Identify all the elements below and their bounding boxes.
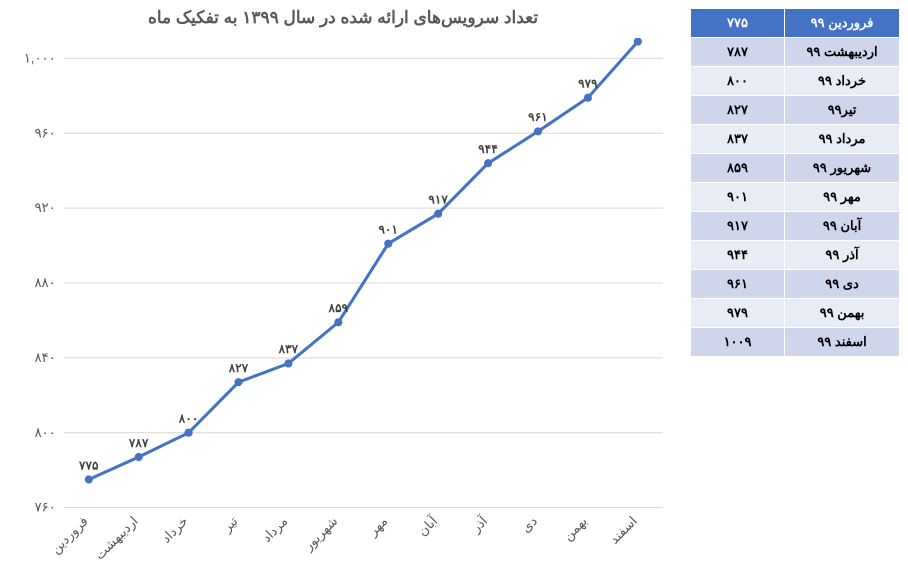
table-row: اسفند ۹۹۱۰۰۹ [691, 328, 900, 357]
x-tick-label: آبان [414, 512, 441, 539]
chart-title: تعداد سرویس‌های ارائه شده در سال ۱۳۹۹ به… [8, 8, 678, 28]
month-cell: اسفند ۹۹ [785, 328, 900, 357]
y-tick-label: ۸۸۰ [34, 275, 55, 290]
month-cell: خرداد ۹۹ [785, 67, 900, 96]
chart-marker [234, 378, 242, 386]
x-tick-label: آذر [467, 512, 492, 537]
data-label: ۹۰۱ [378, 222, 398, 236]
value-cell: ۹۱۷ [691, 212, 785, 241]
table-row: تیر۹۹۸۲۷ [691, 96, 900, 125]
y-tick-label: ۸۴۰ [34, 350, 55, 365]
x-tick-label: خرداد [158, 513, 191, 546]
data-label: ۹۴۴ [478, 142, 498, 156]
x-tick-label: شهریور [300, 513, 341, 554]
month-cell: مهر ۹۹ [785, 183, 900, 212]
value-cell: ۹۰۱ [691, 183, 785, 212]
chart-marker [584, 94, 592, 102]
data-label: ۷۸۷ [128, 436, 149, 450]
data-label: ۹۱۷ [428, 193, 448, 207]
table-row: فروردین ۹۹۷۷۵ [691, 9, 900, 38]
x-tick-label: مرداد [259, 513, 291, 545]
month-cell: آذر ۹۹ [785, 241, 900, 270]
data-table-container: فروردین ۹۹۷۷۵اردیبهشت ۹۹۷۸۷خرداد ۹۹۸۰۰تی… [690, 8, 900, 579]
chart-marker [85, 475, 93, 483]
value-cell: ۷۷۵ [691, 9, 785, 38]
x-tick-label: بهمن [560, 513, 591, 544]
value-cell: ۱۰۰۹ [691, 328, 785, 357]
month-cell: مرداد ۹۹ [785, 125, 900, 154]
y-tick-label: ۷۶۰ [34, 500, 55, 515]
value-cell: ۷۸۷ [691, 38, 785, 67]
chart-marker [534, 127, 542, 135]
table-row: شهریور ۹۹۸۵۹ [691, 154, 900, 183]
table-row: مهر ۹۹۹۰۱ [691, 183, 900, 212]
chart-line [89, 42, 638, 480]
data-label: ۸۲۷ [228, 361, 249, 375]
value-cell: ۸۳۷ [691, 125, 785, 154]
data-label: ۷۷۵ [78, 458, 99, 472]
table-row: اردیبهشت ۹۹۷۸۷ [691, 38, 900, 67]
month-cell: دی ۹۹ [785, 270, 900, 299]
chart-marker [484, 159, 492, 167]
y-tick-label: ۸۰۰ [34, 425, 55, 440]
data-label: ۹۶۱ [528, 110, 548, 124]
chart-marker [284, 359, 292, 367]
table-row: آبان ۹۹۹۱۷ [691, 212, 900, 241]
value-cell: ۸۰۰ [691, 67, 785, 96]
chart-marker [384, 240, 392, 248]
value-cell: ۸۵۹ [691, 154, 785, 183]
chart-marker [334, 318, 342, 326]
data-label: ۸۵۹ [328, 301, 349, 315]
month-cell: اردیبهشت ۹۹ [785, 38, 900, 67]
x-tick-label: اردیبهشت [92, 513, 142, 563]
data-label: ۸۰۰ [178, 411, 199, 425]
data-table: فروردین ۹۹۷۷۵اردیبهشت ۹۹۷۸۷خرداد ۹۹۸۰۰تی… [690, 8, 900, 357]
value-cell: ۹۷۹ [691, 299, 785, 328]
table-row: خرداد ۹۹۸۰۰ [691, 67, 900, 96]
y-tick-label: ۹۲۰ [34, 200, 55, 215]
month-cell: شهریور ۹۹ [785, 154, 900, 183]
value-cell: ۸۲۷ [691, 96, 785, 125]
line-chart: ۷۶۰ ۸۰۰ ۸۴۰ ۸۸۰ ۹۲۰ ۹۶۰ ۱,۰۰۰ ۷۷۵ ۷۸۷ ۸۰۰ ۸۲۷ ۸۳۷ ۸۵… [8, 38, 678, 579]
table-row: مرداد ۹۹۸۳۷ [691, 125, 900, 154]
data-label: ۹۷۹ [578, 76, 598, 90]
chart-marker [135, 453, 143, 461]
x-tick-label: دی [518, 513, 540, 535]
table-row: بهمن ۹۹۹۷۹ [691, 299, 900, 328]
data-label: ۸۳۷ [278, 342, 299, 356]
value-cell: ۹۴۴ [691, 241, 785, 270]
x-tick-label: اسفند [607, 513, 640, 547]
y-tick-label: ۹۶۰ [34, 125, 55, 140]
y-tick-label: ۱,۰۰۰ [24, 50, 56, 65]
table-row: آذر ۹۹۹۴۴ [691, 241, 900, 270]
chart-marker [185, 429, 193, 437]
value-cell: ۹۶۱ [691, 270, 785, 299]
chart-container: تعداد سرویس‌های ارائه شده در سال ۱۳۹۹ به… [8, 8, 678, 579]
month-cell: فروردین ۹۹ [785, 9, 900, 38]
month-cell: تیر۹۹ [785, 96, 900, 125]
x-tick-label: فروردین [48, 513, 92, 557]
table-row: دی ۹۹۹۶۱ [691, 270, 900, 299]
month-cell: بهمن ۹۹ [785, 299, 900, 328]
x-tick-label: تیر [219, 513, 242, 536]
chart-marker [434, 210, 442, 218]
x-tick-label: مهر [365, 513, 391, 540]
data-table-body: فروردین ۹۹۷۷۵اردیبهشت ۹۹۷۸۷خرداد ۹۹۸۰۰تی… [691, 9, 900, 357]
month-cell: آبان ۹۹ [785, 212, 900, 241]
